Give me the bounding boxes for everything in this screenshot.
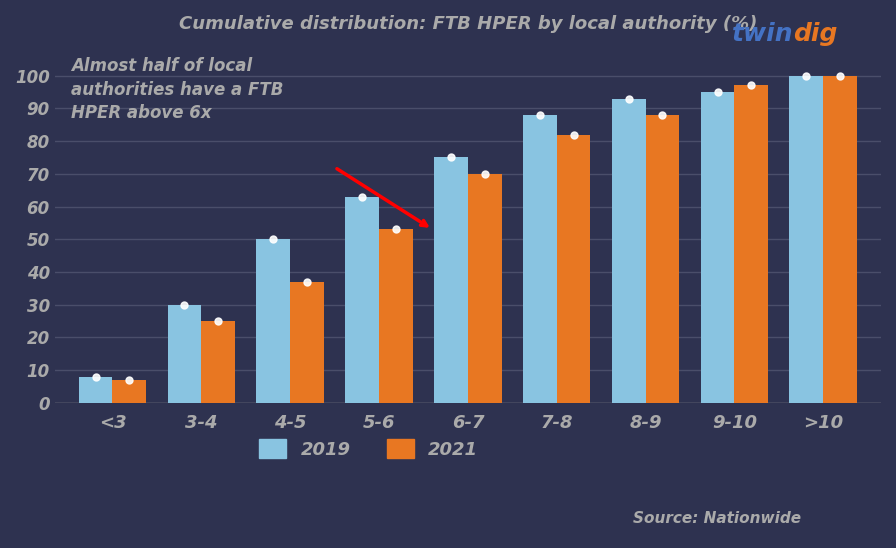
- Bar: [168, 305, 202, 403]
- Text: twin: twin: [731, 22, 793, 46]
- Bar: [612, 99, 645, 403]
- Bar: [79, 376, 113, 403]
- Bar: [434, 157, 468, 403]
- Bar: [202, 321, 235, 403]
- Bar: [523, 115, 556, 403]
- Bar: [556, 134, 590, 403]
- Bar: [379, 230, 413, 403]
- Legend: 2019, 2021: 2019, 2021: [252, 432, 486, 466]
- Bar: [256, 239, 290, 403]
- Bar: [645, 115, 679, 403]
- Title: Cumulative distribution: FTB HPER by local authority (%): Cumulative distribution: FTB HPER by loc…: [178, 15, 757, 33]
- Bar: [701, 92, 735, 403]
- Text: dig: dig: [793, 22, 838, 46]
- Bar: [789, 76, 823, 403]
- Text: Source: Nationwide: Source: Nationwide: [633, 511, 801, 526]
- Bar: [735, 85, 768, 403]
- Bar: [113, 380, 146, 403]
- Bar: [290, 282, 324, 403]
- Bar: [823, 76, 857, 403]
- Bar: [345, 197, 379, 403]
- Text: Almost half of local
authorities have a FTB
HPER above 6x: Almost half of local authorities have a …: [72, 58, 284, 123]
- Bar: [468, 174, 502, 403]
